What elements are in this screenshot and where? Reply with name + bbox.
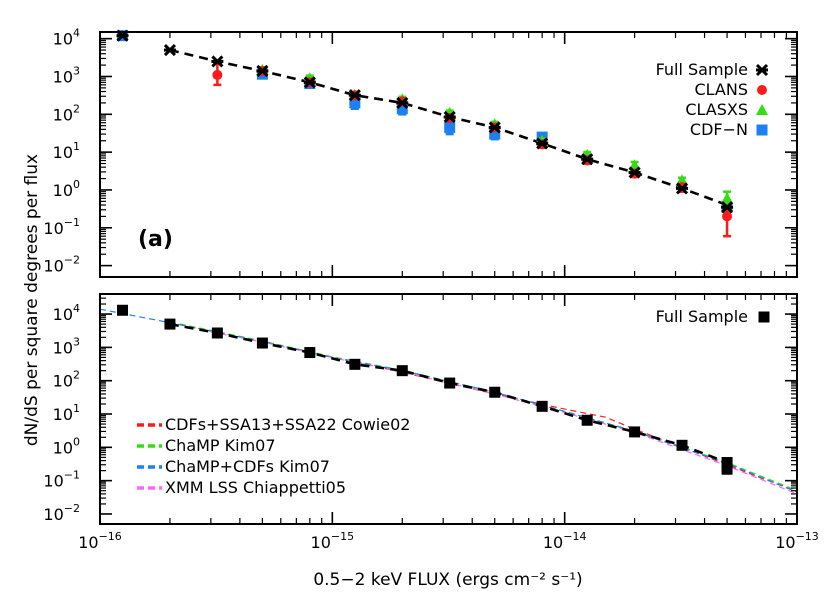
data-point: [444, 377, 456, 389]
data-point: [581, 414, 593, 426]
legend-label: Full Sample: [656, 60, 748, 79]
data-point: [211, 55, 224, 68]
data-point: [489, 128, 501, 140]
y-tick-label: 104: [53, 27, 80, 49]
legend-label: Full Sample: [656, 307, 748, 326]
legend-marker: [755, 63, 769, 77]
data-point: [721, 463, 733, 475]
y-tick-label: 102: [53, 369, 80, 391]
y-tick-label: 100: [53, 435, 80, 457]
data-point: [443, 110, 456, 124]
y-tick-label: 101: [53, 402, 80, 424]
y-tick-label: 10−1: [43, 216, 80, 238]
data-point: [581, 153, 594, 166]
data-point: [721, 192, 734, 204]
y-tick-label: 101: [53, 140, 80, 162]
x-tick-label: 10−16: [78, 530, 122, 552]
y-tick-label: 100: [53, 178, 80, 200]
legend-label: CLANS: [694, 80, 748, 99]
data-point: [117, 304, 129, 316]
panel-b: 10−16 10−15 10−14 10−13 10−2 10−1 100 101 102 103…: [43, 293, 819, 552]
legend-label: CDF−N: [690, 120, 748, 139]
data-point: [676, 439, 688, 451]
legend-marker: [756, 104, 768, 115]
x-axis-label: 0.5−2 keV FLUX (ergs cm⁻² s⁻¹): [313, 570, 582, 590]
data-point: [304, 347, 316, 359]
data-point: [628, 166, 641, 179]
legend-label: ChaMP+CDFs Kim07: [165, 457, 330, 476]
legend-label: XMM LSS Chiappetti05: [165, 478, 346, 497]
legend-bottom: Full Sample CDFs+SSA13+SSA22 Cowie02 ChaMP…: [137, 307, 770, 497]
x-tick-label: 10−15: [311, 530, 355, 552]
data-point: [722, 211, 733, 222]
data-point: [676, 174, 689, 186]
y-tick-label: 103: [53, 335, 80, 357]
legend-label: ChaMP Kim07: [165, 436, 276, 455]
panel-tag: (a): [138, 227, 173, 252]
data-point: [675, 182, 689, 195]
data-point: [211, 327, 223, 339]
data-point: [256, 337, 268, 349]
data-point: [536, 137, 549, 150]
data-point: [488, 121, 501, 134]
data-point: [303, 76, 316, 89]
data-point: [348, 89, 361, 102]
data-point: [396, 96, 409, 109]
x-tick-label: 10−13: [775, 530, 819, 552]
plot-frame: [99, 293, 798, 525]
data-point: [444, 121, 456, 133]
data-point: [629, 426, 641, 438]
plot-frame: [99, 31, 798, 278]
data-point: [721, 201, 734, 214]
y-tick-label: 10−2: [43, 502, 80, 524]
legend-label: CDFs+SSA13+SSA22 Cowie02: [165, 415, 410, 434]
data-point: [256, 64, 269, 78]
data-point: [396, 365, 408, 377]
legend-marker: [756, 124, 768, 136]
data-point: [349, 358, 361, 370]
legend-label: CLASXS: [685, 100, 748, 119]
legend-marker: [757, 85, 767, 95]
data-point: [396, 103, 408, 115]
legend-marker: [758, 311, 770, 323]
y-tick-label: 103: [53, 64, 80, 86]
data-point: [163, 43, 176, 57]
data-point: [164, 318, 176, 330]
y-tick-label: 10−1: [43, 469, 80, 491]
y-tick-label: 104: [53, 302, 80, 324]
y-axis-label: dN/dS per square degrees per flux: [22, 154, 42, 446]
data-point: [212, 69, 223, 80]
x-tick-label: 10−14: [543, 530, 587, 552]
data-point: [536, 400, 548, 412]
y-tick-label: 102: [53, 102, 80, 124]
y-tick-label: 10−2: [43, 254, 80, 276]
data-point: [489, 386, 501, 398]
data-point: [721, 457, 733, 469]
data-point: [349, 97, 361, 109]
